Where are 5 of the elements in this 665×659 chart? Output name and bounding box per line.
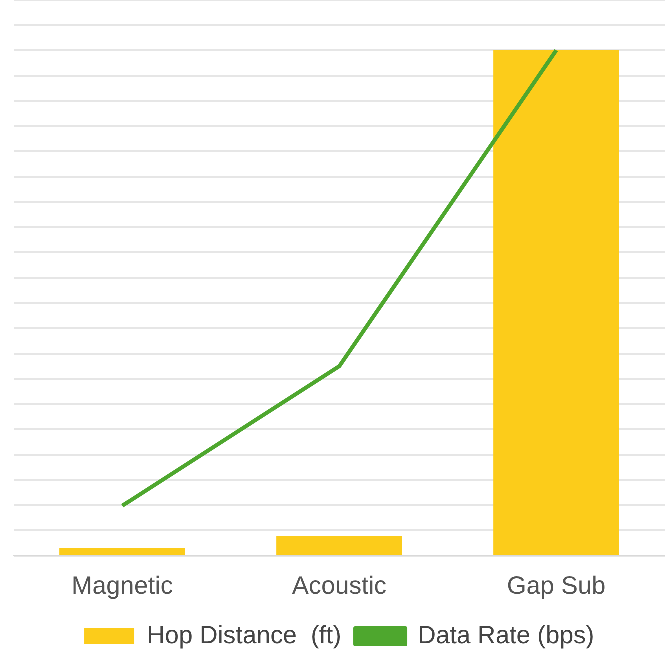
x-tick-label: Gap Sub (507, 572, 606, 600)
x-tick-label: Magnetic (72, 572, 174, 600)
x-tick-label: Acoustic (292, 572, 387, 600)
legend-label: Data Rate (bps) (418, 621, 594, 650)
legend-label: Hop Distance (ft) (147, 621, 342, 650)
